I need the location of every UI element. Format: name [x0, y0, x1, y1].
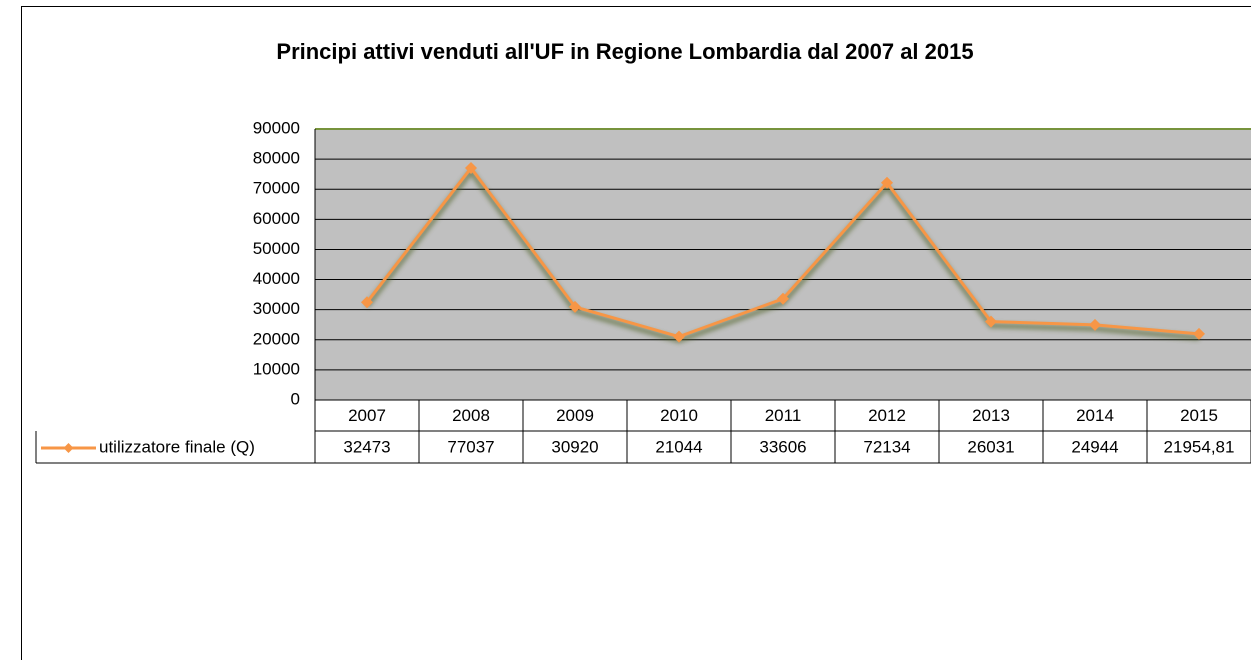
point-marker: [569, 300, 581, 313]
table-value: 26031: [967, 437, 1014, 456]
table-value: 24944: [1071, 437, 1118, 456]
point-marker: [673, 330, 685, 343]
plot-area: [315, 129, 1251, 400]
x-tick-label: 2008: [452, 406, 490, 425]
x-tick-label: 2012: [868, 406, 906, 425]
table-value: 72134: [863, 437, 910, 456]
table-value: 32473: [343, 437, 390, 456]
table-value: 21954,81: [1164, 437, 1235, 456]
point-marker: [1193, 327, 1205, 340]
table-value: 77037: [447, 437, 494, 456]
x-tick-label: 2014: [1076, 406, 1114, 425]
y-tick-label: 40000: [253, 269, 300, 288]
point-marker: [465, 162, 477, 175]
point-marker: [1089, 318, 1101, 331]
x-tick-label: 2013: [972, 406, 1010, 425]
y-tick-label: 30000: [253, 299, 300, 318]
point-marker: [881, 176, 893, 189]
y-tick-label: 80000: [253, 149, 300, 168]
x-tick-label: 2015: [1180, 406, 1218, 425]
y-tick-label: 60000: [253, 209, 300, 228]
x-tick-label: 2011: [765, 406, 802, 425]
legend-label: utilizzatore finale (Q): [99, 437, 255, 456]
x-tick-label: 2009: [556, 406, 594, 425]
y-tick-label: 50000: [253, 239, 300, 258]
x-tick-label: 2007: [348, 406, 386, 425]
y-tick-label: 10000: [253, 359, 300, 378]
point-marker: [985, 315, 997, 328]
y-tick-label: 90000: [253, 118, 300, 137]
y-tick-label: 0: [291, 389, 300, 408]
x-tick-label: 2010: [660, 406, 698, 425]
table-value: 21044: [655, 437, 702, 456]
chart-title: Principi attivi venduti all'UF in Region…: [276, 39, 973, 64]
y-tick-label: 20000: [253, 329, 300, 348]
table-value: 30920: [551, 437, 598, 456]
point-marker: [361, 296, 373, 309]
legend-marker: [63, 443, 74, 453]
table-value: 33606: [759, 437, 806, 456]
point-marker: [777, 292, 789, 305]
y-tick-label: 70000: [253, 179, 300, 198]
